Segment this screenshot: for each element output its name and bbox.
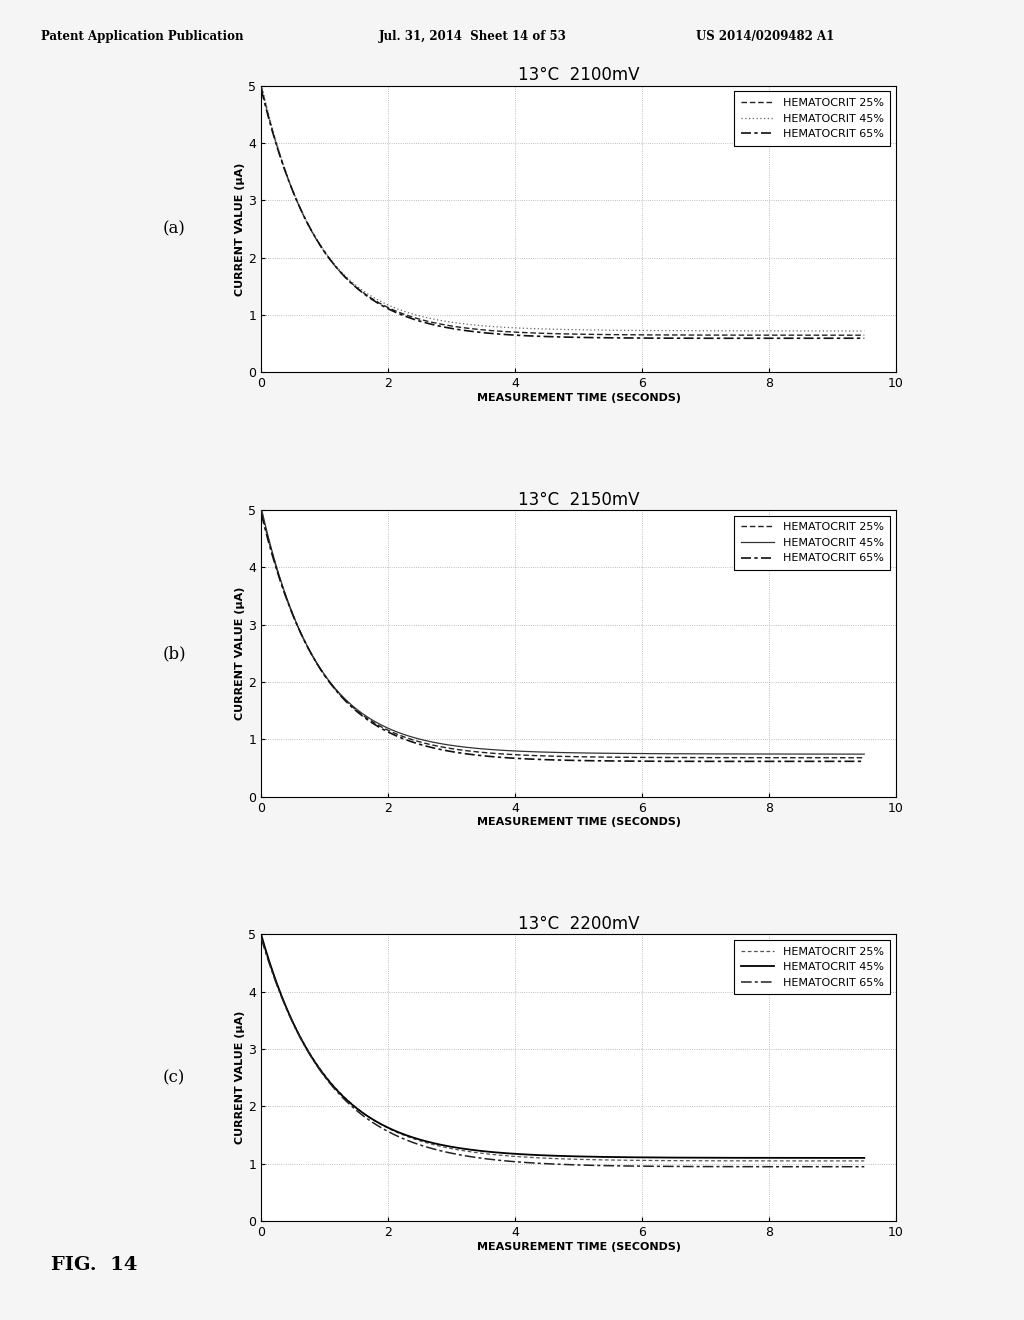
Text: US 2014/0209482 A1: US 2014/0209482 A1 (696, 30, 835, 44)
Title: 13°C  2100mV: 13°C 2100mV (518, 66, 639, 84)
X-axis label: MEASUREMENT TIME (SECONDS): MEASUREMENT TIME (SECONDS) (476, 393, 681, 403)
Text: Patent Application Publication: Patent Application Publication (41, 30, 244, 44)
Y-axis label: CURRENT VALUE (μA): CURRENT VALUE (μA) (236, 586, 246, 721)
Y-axis label: CURRENT VALUE (μA): CURRENT VALUE (μA) (236, 162, 246, 296)
Title: 13°C  2200mV: 13°C 2200mV (518, 915, 639, 933)
Text: (a): (a) (163, 220, 185, 238)
X-axis label: MEASUREMENT TIME (SECONDS): MEASUREMENT TIME (SECONDS) (476, 817, 681, 828)
Text: (b): (b) (163, 645, 186, 661)
Legend: HEMATOCRIT 25%, HEMATOCRIT 45%, HEMATOCRIT 65%: HEMATOCRIT 25%, HEMATOCRIT 45%, HEMATOCR… (734, 516, 891, 570)
Y-axis label: CURRENT VALUE (μA): CURRENT VALUE (μA) (236, 1011, 246, 1144)
Title: 13°C  2150mV: 13°C 2150mV (518, 491, 639, 508)
Text: Jul. 31, 2014  Sheet 14 of 53: Jul. 31, 2014 Sheet 14 of 53 (379, 30, 566, 44)
Text: (c): (c) (163, 1069, 185, 1086)
Text: FIG.  14: FIG. 14 (51, 1255, 137, 1274)
Legend: HEMATOCRIT 25%, HEMATOCRIT 45%, HEMATOCRIT 65%: HEMATOCRIT 25%, HEMATOCRIT 45%, HEMATOCR… (734, 91, 891, 145)
X-axis label: MEASUREMENT TIME (SECONDS): MEASUREMENT TIME (SECONDS) (476, 1242, 681, 1251)
Legend: HEMATOCRIT 25%, HEMATOCRIT 45%, HEMATOCRIT 65%: HEMATOCRIT 25%, HEMATOCRIT 45%, HEMATOCR… (734, 940, 891, 994)
